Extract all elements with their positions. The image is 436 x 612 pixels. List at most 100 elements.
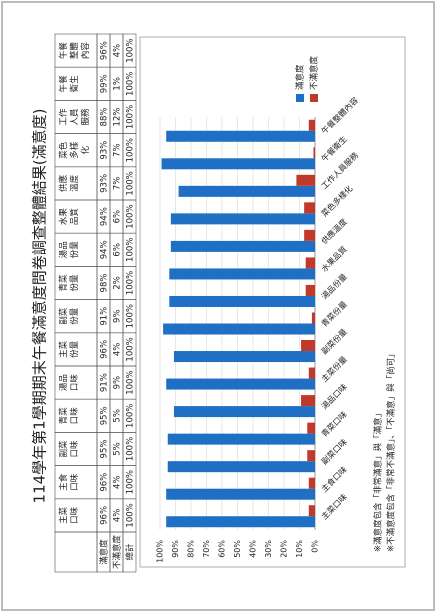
table-header-line: 水果 xyxy=(58,208,69,226)
bar xyxy=(169,295,315,307)
table-header-line: 份量 xyxy=(69,274,80,292)
table-cell-text: 100% xyxy=(126,38,136,62)
note: ※不滿意度包含「非常不滿意」、「不滿意」與「尚可」 xyxy=(386,349,397,552)
table-header-line: 副菜 xyxy=(58,440,69,458)
y-tick-label: 30% xyxy=(264,540,273,558)
table-header-line: 午餐 xyxy=(58,75,69,93)
table-header: 午餐衛生 xyxy=(58,75,80,93)
table-cell-text: 7% xyxy=(113,143,123,157)
bar xyxy=(301,340,315,352)
bar xyxy=(170,213,315,225)
bar xyxy=(308,505,315,517)
table-cell-text: 9% xyxy=(113,376,123,390)
table-cell-text: 100% xyxy=(126,437,136,461)
table-cell-text: 95% xyxy=(100,406,110,425)
table-header-line: 湯品 xyxy=(58,374,69,391)
legend-label: 滿意度 xyxy=(295,64,306,90)
table-cell-text: 100% xyxy=(126,238,136,262)
table-header-line: 份量 xyxy=(69,307,80,325)
legend-label: 不滿意度 xyxy=(309,55,320,90)
y-tick-label: 90% xyxy=(171,540,180,558)
bar xyxy=(296,174,315,186)
bar xyxy=(166,130,315,142)
table-header: 工作人員服務 xyxy=(58,108,91,126)
table-cell-text: 5% xyxy=(113,409,123,423)
table-cell-text: 94% xyxy=(100,240,110,259)
table-cell-text: 100% xyxy=(126,72,136,96)
bar xyxy=(163,323,315,335)
table-cell-text: 100% xyxy=(126,105,136,129)
bar xyxy=(167,433,315,445)
table-cell-text: 100% xyxy=(126,138,136,162)
table-cell-text: 91% xyxy=(100,307,110,326)
y-tick-label: 50% xyxy=(233,540,242,558)
table-header-line: 菜色 xyxy=(58,141,69,159)
table-header: 副菜口味 xyxy=(58,440,80,458)
bar xyxy=(166,488,315,500)
table-header: 湯品份量 xyxy=(58,241,80,259)
note: ※滿意度包含「非常滿意」與「滿意」 xyxy=(373,409,384,552)
table-cell-text: 100% xyxy=(126,404,136,428)
bar xyxy=(304,202,315,214)
table-header: 湯品口味 xyxy=(58,374,80,392)
bar xyxy=(313,147,316,159)
table-header-line: 服務 xyxy=(80,108,91,126)
table-header-line: 口味 xyxy=(69,506,80,524)
bar xyxy=(161,158,315,170)
table-header-line: 午餐 xyxy=(58,42,69,60)
table-cell-text: 100% xyxy=(126,271,136,295)
table-cell-text: 4% xyxy=(113,44,123,58)
bar xyxy=(308,119,315,131)
bar xyxy=(169,268,315,280)
bar xyxy=(305,257,316,269)
bar xyxy=(166,378,315,390)
table-cell-text: 94% xyxy=(100,207,110,226)
table-row-label: 不滿意度 xyxy=(112,535,123,570)
y-tick-label: 20% xyxy=(280,540,289,558)
y-tick-label: 100% xyxy=(156,540,165,563)
bar xyxy=(166,516,315,528)
table-header: 午餐整體內容 xyxy=(58,42,91,60)
table-cell-text: 6% xyxy=(113,210,123,224)
table-header: 主菜份量 xyxy=(58,340,80,358)
table-cell-text: 100% xyxy=(126,171,136,195)
bar xyxy=(307,422,315,434)
table-cell-text: 4% xyxy=(113,343,123,357)
table-cell-text: 12% xyxy=(113,108,123,127)
table-cell-text: 6% xyxy=(113,243,123,257)
table-header-line: 口味 xyxy=(69,440,80,458)
table-header: 菜色多樣化 xyxy=(58,141,91,159)
y-tick-label: 40% xyxy=(249,540,258,558)
table-header-line: 品質 xyxy=(69,208,80,226)
table-cell-text: 100% xyxy=(126,370,136,394)
title: 114學年第1學期期末午餐滿意度問卷調查整體結果(滿意度) xyxy=(31,109,49,504)
bar xyxy=(173,406,315,418)
y-tick-label: 70% xyxy=(202,540,211,558)
table-cell-text: 1% xyxy=(113,77,123,91)
bar xyxy=(308,367,315,379)
table-cell-text: 100% xyxy=(126,337,136,361)
table-header-line: 副菜 xyxy=(58,307,69,325)
legend-swatch xyxy=(310,94,318,102)
table-header-line: 人員 xyxy=(70,108,80,126)
table-header-line: 化 xyxy=(80,145,91,154)
bar xyxy=(305,284,316,296)
table-cell-text: 91% xyxy=(100,373,110,392)
table-header: 供應溫度 xyxy=(58,174,80,192)
table-cell xyxy=(122,33,137,68)
table-header-line: 口味 xyxy=(69,407,80,425)
table-header-line: 口味 xyxy=(69,374,80,392)
table-cell-text: 96% xyxy=(100,340,110,359)
table-cell-text: 100% xyxy=(126,503,136,527)
bar xyxy=(307,450,315,462)
table-header-line: 青菜 xyxy=(58,274,69,292)
table-cell-text: 4% xyxy=(113,509,123,523)
table-cell-text: 100% xyxy=(126,470,136,494)
table-cell-text: 93% xyxy=(100,141,110,160)
bar xyxy=(308,477,315,489)
table-cell-text: 99% xyxy=(100,74,110,93)
table-header-line: 份量 xyxy=(69,340,80,358)
table-header-line: 供應 xyxy=(58,174,69,192)
table-header-line: 衛生 xyxy=(69,75,80,93)
